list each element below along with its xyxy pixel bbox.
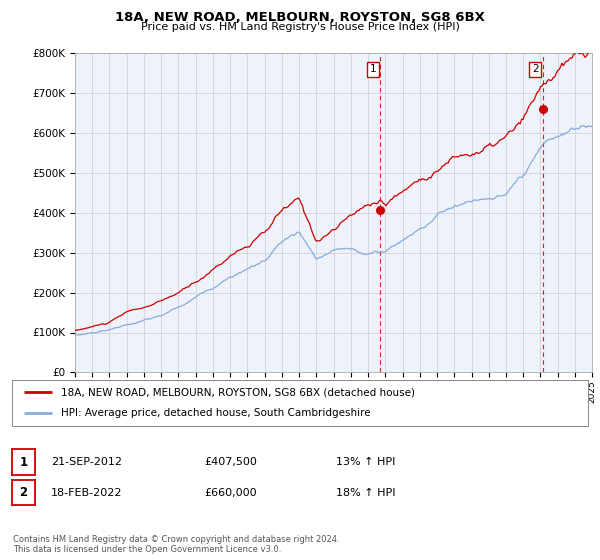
Text: Price paid vs. HM Land Registry's House Price Index (HPI): Price paid vs. HM Land Registry's House …: [140, 22, 460, 32]
Text: 18% ↑ HPI: 18% ↑ HPI: [336, 488, 395, 498]
Text: 1: 1: [370, 64, 377, 74]
Text: 2: 2: [532, 64, 539, 74]
Text: 2: 2: [19, 486, 28, 500]
Text: 18A, NEW ROAD, MELBOURN, ROYSTON, SG8 6BX (detached house): 18A, NEW ROAD, MELBOURN, ROYSTON, SG8 6B…: [61, 387, 415, 397]
Text: 18-FEB-2022: 18-FEB-2022: [51, 488, 122, 498]
Text: HPI: Average price, detached house, South Cambridgeshire: HPI: Average price, detached house, Sout…: [61, 408, 371, 418]
Text: 18A, NEW ROAD, MELBOURN, ROYSTON, SG8 6BX: 18A, NEW ROAD, MELBOURN, ROYSTON, SG8 6B…: [115, 11, 485, 24]
Text: £660,000: £660,000: [204, 488, 257, 498]
Point: [538, 105, 548, 114]
Text: 1: 1: [19, 455, 28, 469]
Point: [376, 206, 385, 214]
Text: 21-SEP-2012: 21-SEP-2012: [51, 457, 122, 467]
Text: Contains HM Land Registry data © Crown copyright and database right 2024.
This d: Contains HM Land Registry data © Crown c…: [13, 535, 340, 554]
Text: £407,500: £407,500: [204, 457, 257, 467]
Text: 13% ↑ HPI: 13% ↑ HPI: [336, 457, 395, 467]
